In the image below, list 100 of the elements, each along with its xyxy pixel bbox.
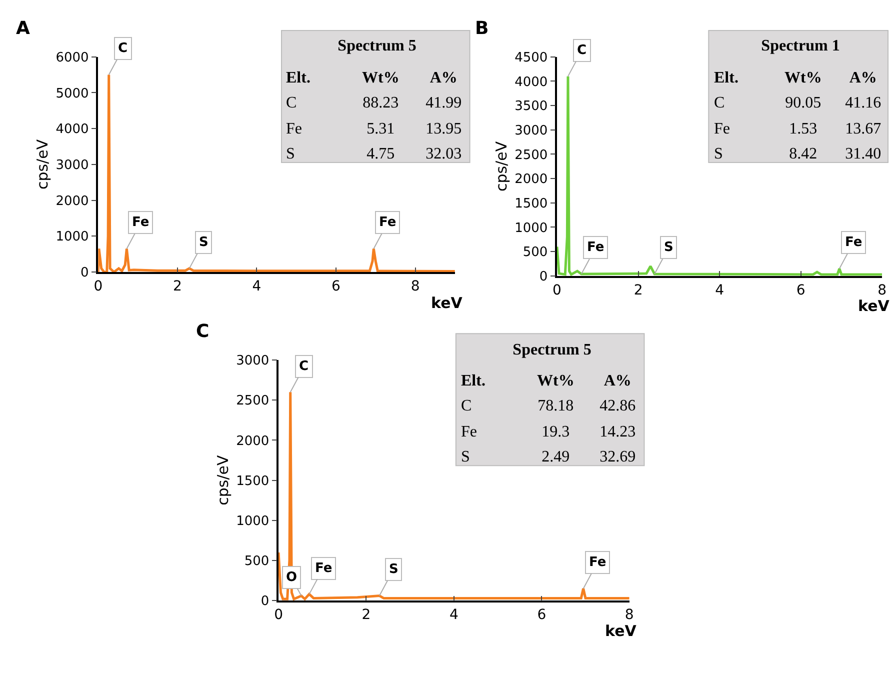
- x-axis-title: keV: [605, 622, 637, 640]
- annotation: Wt%: [362, 70, 400, 86]
- annotation: Fe: [587, 240, 604, 255]
- annotation: Wt%: [537, 372, 574, 390]
- y-axis-title: cps/eV: [33, 138, 52, 190]
- annotation: 31.40: [845, 146, 882, 162]
- y-tick-label: 3000: [514, 123, 548, 138]
- x-tick-label: 2: [634, 282, 643, 298]
- chart-title: A: [16, 18, 30, 39]
- x-tick-label: 0: [552, 282, 562, 298]
- annotation: Elt.: [714, 70, 738, 86]
- annotation: S: [199, 235, 208, 250]
- y-tick-label: 0: [260, 594, 270, 610]
- annotation: 5.31: [366, 120, 395, 138]
- x-tick-label: 8: [624, 607, 634, 624]
- annotation: Fe: [845, 235, 862, 250]
- annotation: A%: [604, 372, 632, 390]
- annotation: Elt.: [461, 372, 486, 390]
- y-tick-label: 6000: [56, 50, 89, 66]
- annotation: 19.3: [542, 424, 570, 440]
- x-tick-label: 4: [715, 282, 724, 298]
- annotation: S: [286, 146, 295, 162]
- x-tick-label: 0: [274, 607, 283, 624]
- chart-title: B: [475, 18, 489, 39]
- chart-title: C: [196, 321, 210, 342]
- annotation: C: [118, 41, 128, 56]
- x-tick-label: 4: [449, 607, 458, 624]
- y-tick-label: 2000: [236, 434, 270, 449]
- annotation: 1.53: [789, 120, 818, 138]
- annotation: S: [664, 240, 674, 255]
- annotation: 32.69: [600, 448, 636, 466]
- x-tick-label: 6: [537, 607, 546, 624]
- annotation: Fe: [589, 555, 606, 570]
- annotation: C: [286, 94, 297, 112]
- y-tick-label: 4500: [514, 50, 548, 66]
- y-axis-title: cps/eV: [492, 140, 510, 192]
- y-tick-label: 4000: [514, 74, 548, 90]
- x-tick-label: 2: [362, 607, 371, 624]
- annotation: 13.67: [845, 120, 882, 138]
- annotation: O: [286, 570, 298, 585]
- y-tick-label: 2500: [236, 394, 270, 409]
- annotation: 41.99: [426, 94, 462, 112]
- annotation: C: [714, 94, 725, 112]
- annotation: Fe: [286, 120, 302, 138]
- x-tick-label: 6: [332, 278, 341, 295]
- annotation: S: [714, 146, 723, 162]
- y-tick-label: 4000: [56, 122, 89, 138]
- text: Spectrum 1: [761, 38, 840, 54]
- annotation: C: [461, 398, 472, 414]
- annotation: C: [577, 43, 587, 58]
- annotation: Fe: [315, 561, 332, 576]
- x-tick-label: 6: [796, 282, 806, 298]
- annotation: Fe: [379, 215, 396, 230]
- annotation: S: [389, 562, 398, 577]
- y-tick-label: 500: [244, 554, 270, 570]
- annotation: 41.16: [845, 94, 882, 112]
- x-tick-label: 8: [410, 278, 420, 295]
- x-tick-label: 2: [172, 278, 182, 295]
- annotation: 42.86: [600, 398, 636, 414]
- annotation: 90.05: [785, 94, 822, 112]
- y-axis-title: cps/eV: [214, 454, 232, 506]
- text: Spectrum 5: [338, 38, 416, 54]
- text: Spectrum 5: [512, 342, 592, 358]
- annotation: Wt%: [784, 70, 822, 86]
- annotation: Fe: [461, 424, 477, 440]
- y-tick-label: 0: [539, 269, 548, 284]
- annotation: 32.03: [426, 146, 462, 162]
- annotation: 14.23: [600, 424, 636, 440]
- y-tick-label: 3000: [236, 354, 270, 369]
- annotation: S: [461, 448, 470, 466]
- y-tick-label: 500: [522, 245, 548, 260]
- y-tick-label: 1500: [236, 474, 270, 489]
- y-tick-label: 1000: [56, 230, 89, 245]
- annotation: 88.23: [362, 94, 399, 112]
- annotation: 78.18: [538, 398, 574, 414]
- x-axis-title: keV: [431, 294, 463, 312]
- x-tick-label: 8: [878, 282, 887, 298]
- annotation: Fe: [714, 120, 730, 138]
- y-tick-label: 0: [80, 266, 89, 281]
- annotation: 13.95: [426, 120, 462, 138]
- annotation: 8.42: [789, 146, 818, 162]
- x-axis-title: keV: [858, 297, 890, 315]
- y-tick-label: 5000: [56, 86, 89, 102]
- y-tick-label: 1000: [514, 220, 548, 236]
- annotation: Fe: [132, 215, 150, 230]
- annotation: Elt.: [286, 70, 310, 86]
- annotation: A%: [849, 70, 877, 86]
- annotation: 2.49: [542, 448, 570, 466]
- y-tick-label: 2000: [514, 172, 548, 188]
- y-tick-label: 2500: [514, 148, 548, 163]
- y-tick-label: 2000: [56, 194, 89, 209]
- y-tick-label: 1000: [236, 514, 270, 529]
- annotation: A%: [430, 70, 458, 86]
- y-tick-label: 3500: [514, 99, 548, 114]
- annotation: 4.75: [366, 146, 395, 162]
- y-tick-label: 3000: [56, 158, 89, 173]
- x-tick-label: 4: [252, 278, 262, 295]
- annotation: C: [299, 359, 309, 374]
- x-tick-label: 0: [94, 278, 103, 295]
- y-tick-label: 1500: [514, 196, 548, 212]
